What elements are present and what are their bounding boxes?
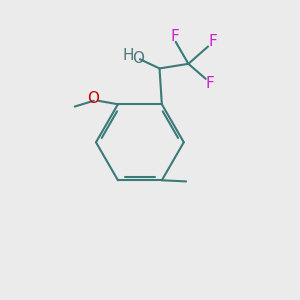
Text: O: O [87, 92, 99, 106]
Text: H: H [122, 47, 134, 62]
Text: F: F [171, 29, 180, 44]
Text: F: F [206, 76, 215, 91]
Text: O: O [132, 51, 144, 66]
Text: F: F [209, 34, 218, 50]
